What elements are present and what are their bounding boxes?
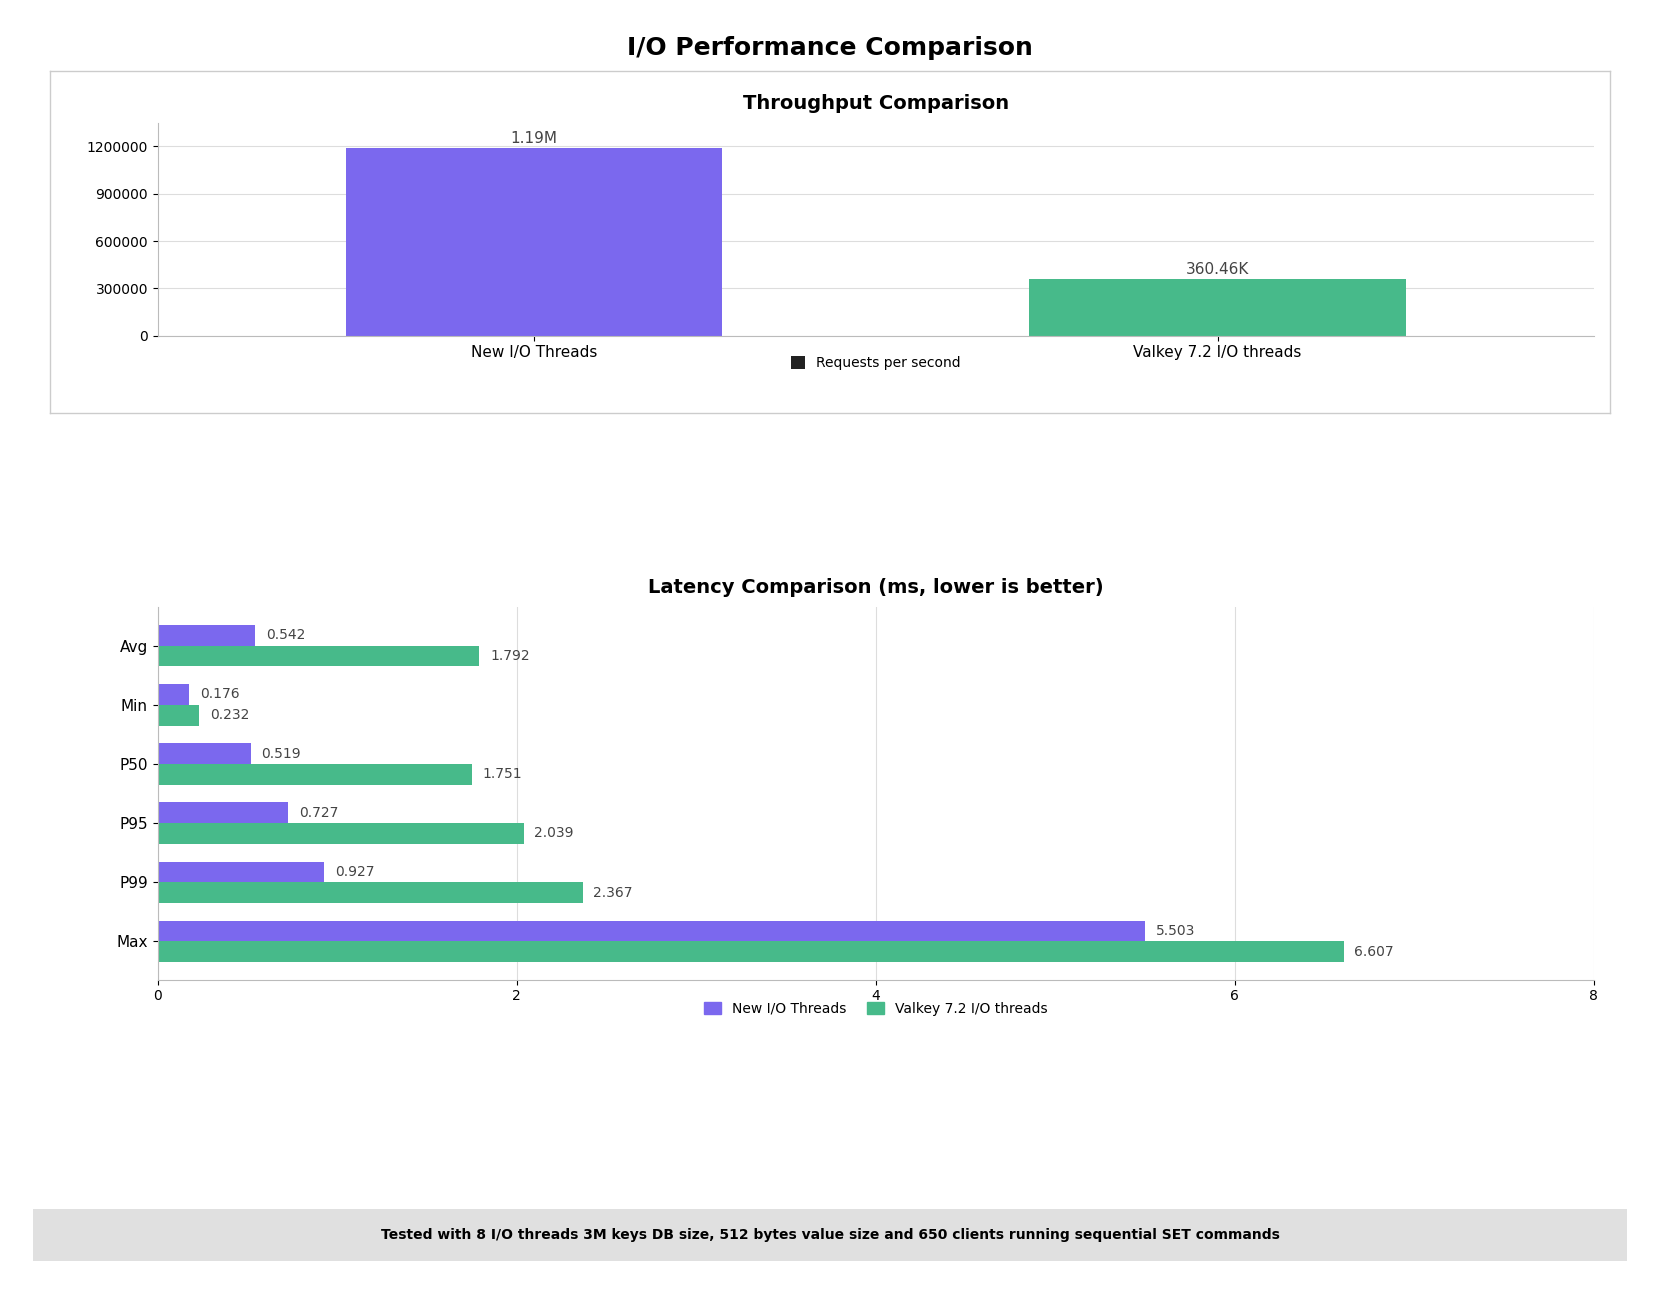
Title: Throughput Comparison: Throughput Comparison <box>742 94 1009 112</box>
Legend: New I/O Threads, Valkey 7.2 I/O threads: New I/O Threads, Valkey 7.2 I/O threads <box>699 996 1052 1021</box>
Text: 2.039: 2.039 <box>535 826 574 840</box>
Bar <box>158 684 189 705</box>
Bar <box>158 824 523 844</box>
Bar <box>158 764 471 785</box>
Text: 6.607: 6.607 <box>1355 945 1394 958</box>
Text: 360.46K: 360.46K <box>1185 262 1250 277</box>
Bar <box>158 705 199 725</box>
Bar <box>158 882 583 903</box>
Bar <box>1029 279 1406 336</box>
Text: 0.176: 0.176 <box>201 688 239 702</box>
Bar <box>158 625 256 645</box>
Bar <box>158 861 324 882</box>
Bar <box>158 743 251 764</box>
Bar <box>158 941 1343 962</box>
Text: 1.19M: 1.19M <box>510 131 558 146</box>
Text: 0.542: 0.542 <box>266 628 305 643</box>
Bar <box>158 803 289 824</box>
Bar <box>158 645 480 666</box>
Text: 1.751: 1.751 <box>483 767 523 781</box>
Text: 2.367: 2.367 <box>593 886 632 900</box>
Text: 0.519: 0.519 <box>262 746 300 760</box>
Text: 0.232: 0.232 <box>211 709 249 723</box>
Bar <box>345 149 722 336</box>
Title: Latency Comparison (ms, lower is better): Latency Comparison (ms, lower is better) <box>647 578 1104 597</box>
Legend: Requests per second: Requests per second <box>785 350 966 376</box>
Text: 0.927: 0.927 <box>335 865 375 879</box>
Text: I/O Performance Comparison: I/O Performance Comparison <box>627 36 1033 61</box>
Bar <box>158 921 1145 941</box>
Text: 5.503: 5.503 <box>1155 924 1195 937</box>
Text: 0.727: 0.727 <box>299 806 339 820</box>
Text: 1.792: 1.792 <box>490 649 530 663</box>
Text: Tested with 8 I/O threads 3M keys DB size, 512 bytes value size and 650 clients : Tested with 8 I/O threads 3M keys DB siz… <box>380 1228 1280 1241</box>
